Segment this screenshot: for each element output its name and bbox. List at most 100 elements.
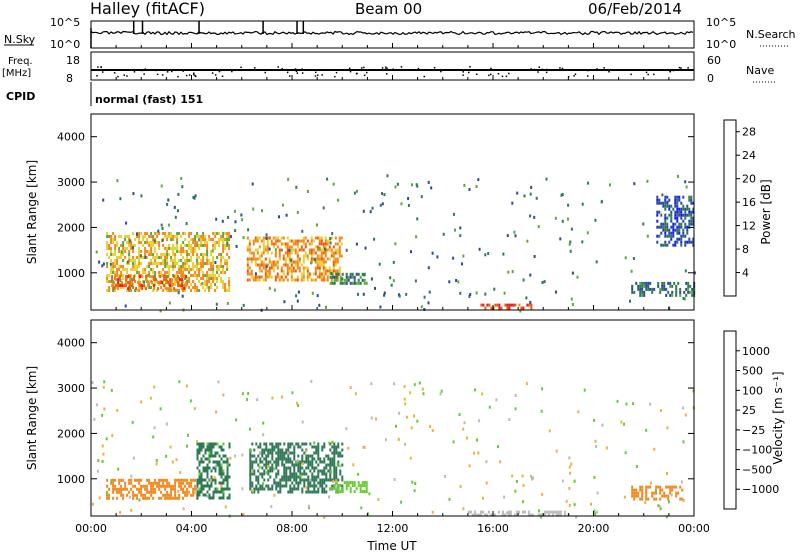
velocity-cell [295,475,298,479]
power-cell [222,256,225,259]
power-cell [294,242,297,246]
velocity-cell [116,490,119,494]
velocity-cell [164,493,167,497]
power-cell [664,240,667,244]
velocity-cell [206,481,209,485]
power-cell [268,275,271,279]
velocity-cell [317,454,320,458]
power-cell [169,281,172,285]
power-cell [353,281,356,285]
nave-point [286,71,289,74]
power-cell [116,241,119,244]
power-cell [194,250,197,253]
power-cell [248,239,251,243]
velocity-cell [140,484,143,488]
velocity-cell [287,460,290,464]
velocity-cell [331,445,334,449]
velocity-cell [289,451,292,455]
power-cell [150,262,153,265]
power-cell [280,266,283,270]
power-cell [241,218,244,222]
power-cell [637,287,640,291]
power-cell [288,248,291,252]
power-cell [130,241,133,244]
power-cell [222,268,225,271]
power-cell [151,275,154,279]
velocity-cell [174,487,177,491]
power-cell [194,235,197,238]
velocity-cell [210,448,213,452]
velocity-cell [171,460,174,464]
power-cell [571,303,574,306]
power-cell [153,284,156,288]
velocity-cell [93,417,96,421]
velocity-cell [196,478,199,482]
power-cell [176,238,179,241]
velocity-cell [158,484,161,488]
power-cell [333,275,336,279]
power-cell [146,241,149,244]
power-cell [177,192,180,196]
velocity-cell [162,481,165,485]
velocity-cell [596,510,599,514]
power-cell [639,284,642,288]
power-cell [258,266,261,270]
power-cell [680,216,683,220]
power-cell [138,238,141,241]
velocity-cell [331,457,334,461]
velocity-cell [522,484,525,488]
velocity-cell [273,460,276,464]
velocity-cell [527,513,530,517]
power-cell [328,239,331,243]
power-cell [262,242,265,246]
velocity-cell [275,445,278,449]
power-cell [661,193,664,197]
velocity-cell [208,466,211,470]
power-cell [676,225,679,229]
power-cell [210,253,213,256]
power-cell [666,228,669,232]
power-cell [131,281,134,285]
nave-point [468,71,470,74]
velocity-cell [655,485,658,489]
power-cell [256,275,259,279]
velocity-cell [377,498,380,501]
power-cell [226,241,229,245]
power-cell [326,257,329,261]
velocity-cell [269,451,272,455]
velocity-cell [507,513,510,517]
velocity-cell [299,469,302,473]
nave-point [476,73,478,75]
velocity-cell [108,493,111,497]
power-cell [106,232,109,235]
velocity-cell [144,487,147,491]
power-cell [202,253,205,256]
power-cell [674,222,677,226]
velocity-cell [311,478,314,482]
velocity-cell [281,478,284,482]
velocity-cell [269,442,272,446]
velocity-cell [200,448,203,452]
velocity-cell [267,478,270,482]
power-cell [530,186,533,189]
velocity-cell [281,448,284,452]
velocity-cell [196,454,199,458]
velocity-cell [174,496,177,500]
power-cell [158,241,161,244]
velocity-cell [142,484,145,488]
nave-point [530,68,532,70]
power-cell [117,278,120,282]
velocity-cell [682,440,685,444]
power-cell [297,290,300,294]
power-cell [672,234,675,238]
power-cell [660,231,663,235]
power-cell [112,238,115,241]
power-cell [278,251,281,255]
power-cell [169,278,172,282]
velocity-cell [218,460,221,464]
velocity-cell [226,466,229,470]
power-cell [664,225,667,229]
power-cell [152,268,155,271]
velocity-cell [675,485,678,489]
